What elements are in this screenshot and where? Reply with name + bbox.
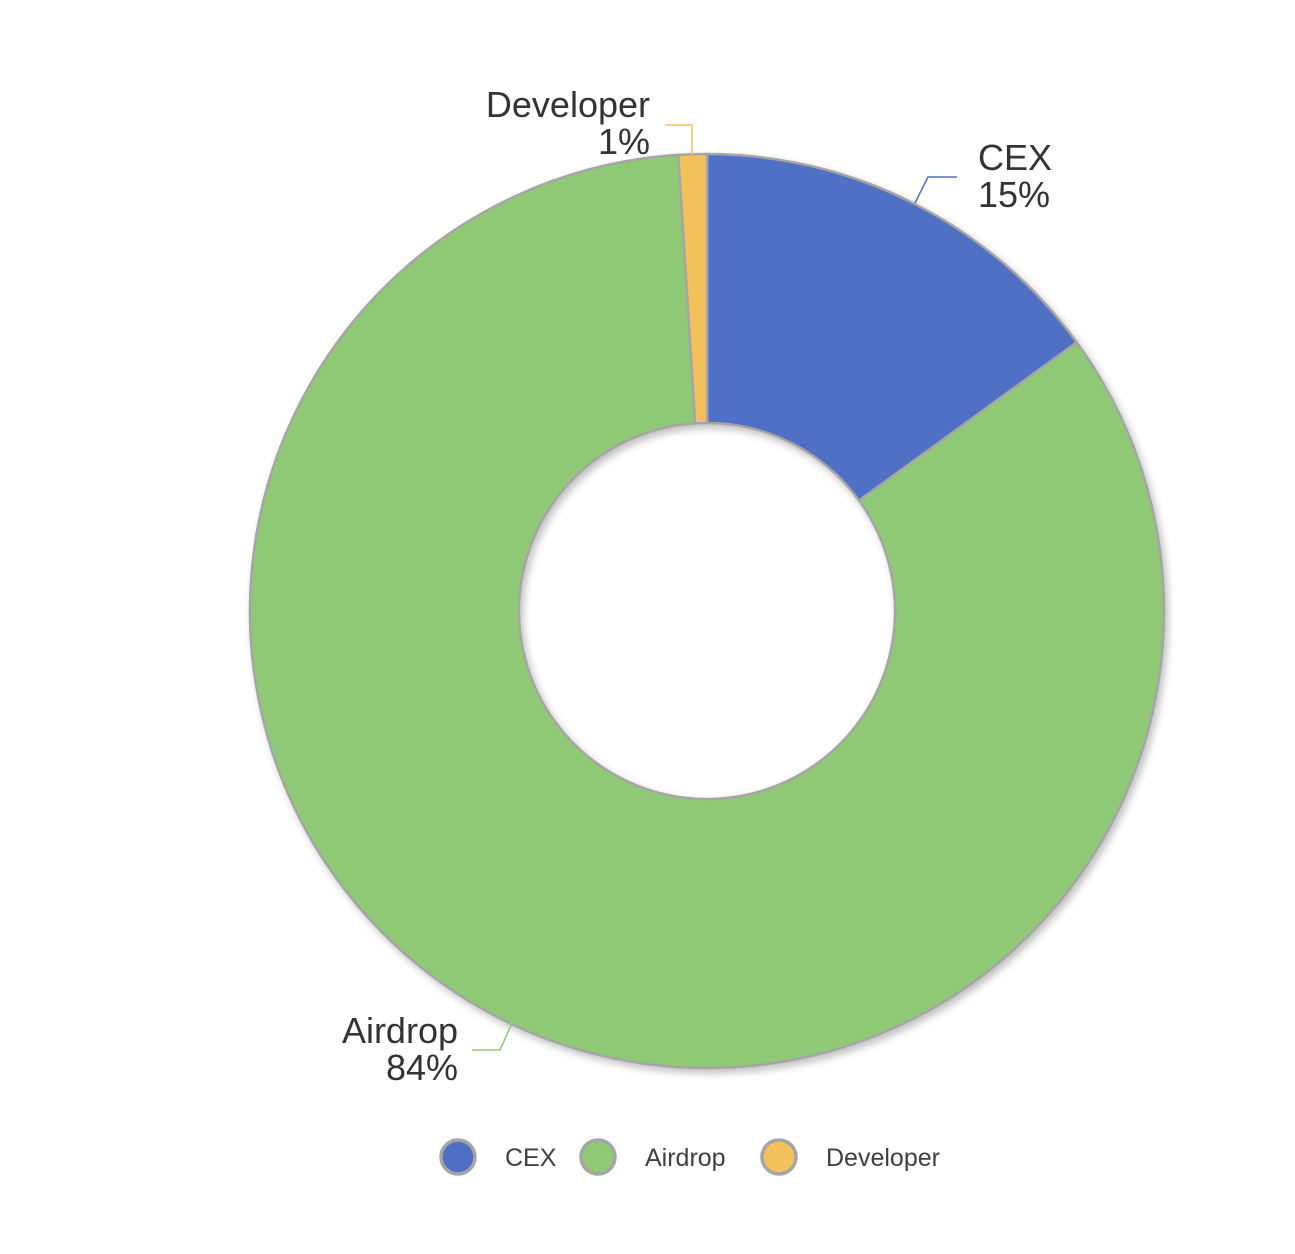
slice-label-name-cex: CEX [978, 137, 1052, 178]
leader-line-cex [914, 176, 957, 204]
leader-line-airdrop [472, 1022, 513, 1051]
slice-label-value-cex: 15% [978, 174, 1050, 215]
slices-layer [248, 152, 1166, 1070]
slice-cex [705, 152, 1078, 502]
leader-line-developer [665, 124, 693, 155]
slice-airdrop [248, 153, 1166, 1070]
slice-label-value-airdrop: 84% [386, 1047, 458, 1088]
legend-label-developer: Developer [826, 1144, 940, 1172]
legend-marker-cex [439, 1138, 477, 1176]
leader-lines-layer [472, 124, 957, 1051]
legend-marker-airdrop [579, 1138, 617, 1176]
legend-marker-developer [760, 1138, 798, 1176]
slice-label-value-developer: 1% [598, 121, 650, 162]
slice-label-name-developer: Developer [486, 84, 650, 125]
legend-label-airdrop: Airdrop [645, 1144, 726, 1172]
legend-label-cex: CEX [505, 1144, 557, 1172]
slice-label-name-airdrop: Airdrop [342, 1010, 458, 1051]
slice-developer [677, 152, 709, 425]
legend: CEX Airdrop Developer [439, 1138, 940, 1176]
